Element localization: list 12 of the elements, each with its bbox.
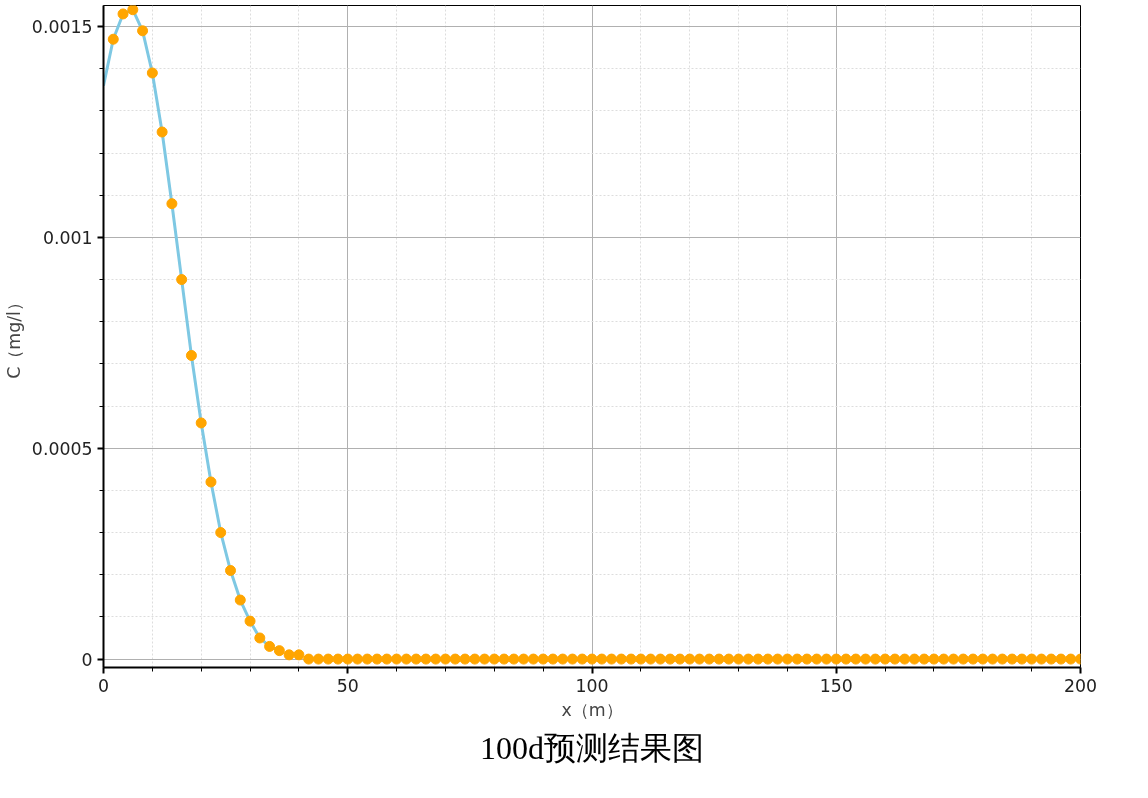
x-tick-label: 100 <box>575 675 609 696</box>
y-tick-label: 0.0005 <box>31 438 93 459</box>
x-axis-title: x（m） <box>561 699 623 720</box>
y-tick-label: 0.0015 <box>31 17 93 38</box>
x-tick-label: 150 <box>819 675 853 696</box>
text: 100d预测结果图 <box>480 729 704 766</box>
y-tick-label: 0 <box>81 649 93 670</box>
x-tick-label: 0 <box>97 675 110 696</box>
y-tick-label: 0.001 <box>42 227 93 248</box>
x-tick-label: 200 <box>1063 675 1098 696</box>
y-axis-title: C（mg/l） <box>3 294 24 379</box>
x-tick-label: 50 <box>336 675 359 696</box>
